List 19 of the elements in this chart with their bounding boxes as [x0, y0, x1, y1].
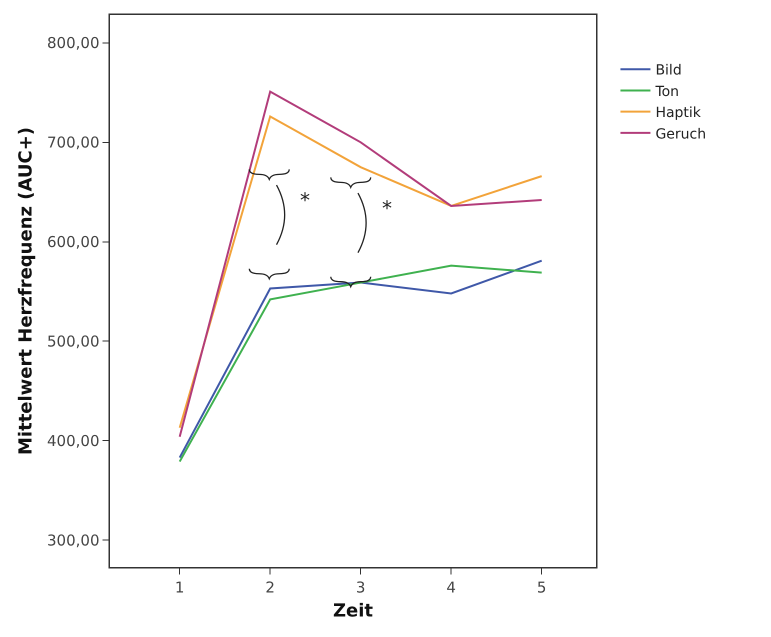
y-tick-label: 700,00 [47, 134, 100, 152]
y-tick-label: 500,00 [47, 332, 100, 350]
legend-label: Bild [655, 62, 682, 79]
x-tick-label: 4 [446, 578, 456, 596]
y-tick-label: 400,00 [47, 432, 100, 450]
legend-label: Geruch [655, 126, 706, 142]
x-axis-title: Zeit [332, 600, 374, 622]
x-tick-label: 5 [536, 578, 546, 596]
annotation: * [300, 188, 310, 212]
annotation: * [382, 196, 392, 220]
legend-label: Haptik [655, 105, 702, 122]
x-tick-label: 2 [265, 578, 275, 596]
y-tick-label: 800,00 [47, 34, 100, 52]
x-tick-label: 1 [174, 578, 184, 596]
legend-label: Ton [654, 84, 680, 100]
y-tick-label: 600,00 [47, 233, 100, 252]
x-tick-label: 3 [356, 578, 366, 596]
y-axis-title: Mittelwert Herzfrequenz (AUC+) [15, 127, 36, 455]
y-tick-label: 300,00 [47, 531, 100, 550]
